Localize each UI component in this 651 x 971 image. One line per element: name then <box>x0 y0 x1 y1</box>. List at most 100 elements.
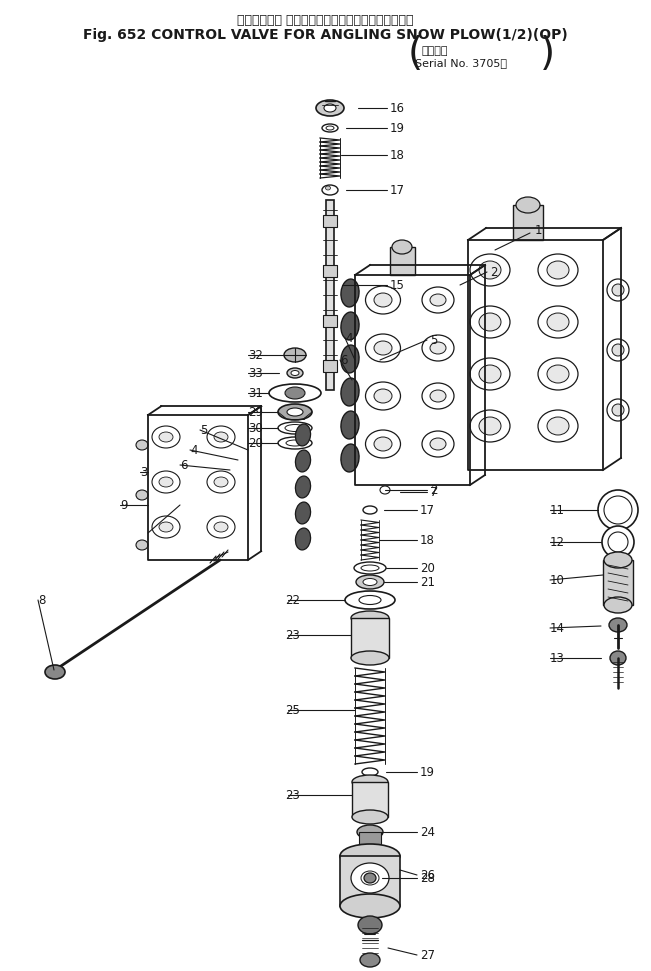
Text: 19: 19 <box>390 121 405 135</box>
Text: コントロール バルブ　アングリングスノウブラウ用: コントロール バルブ アングリングスノウブラウ用 <box>237 14 413 27</box>
Ellipse shape <box>326 186 331 190</box>
Ellipse shape <box>470 254 510 286</box>
Ellipse shape <box>287 408 303 416</box>
Ellipse shape <box>363 579 377 586</box>
Text: 19: 19 <box>420 765 435 779</box>
Text: 7: 7 <box>430 486 437 498</box>
Ellipse shape <box>612 404 624 416</box>
Ellipse shape <box>374 389 392 403</box>
Bar <box>352 782 388 817</box>
Text: 5: 5 <box>430 333 437 347</box>
Ellipse shape <box>380 486 390 494</box>
Ellipse shape <box>609 618 627 632</box>
Ellipse shape <box>422 335 454 361</box>
Ellipse shape <box>207 471 235 493</box>
Ellipse shape <box>136 440 148 450</box>
Ellipse shape <box>341 345 359 373</box>
Ellipse shape <box>284 348 306 362</box>
Ellipse shape <box>341 279 359 307</box>
Text: 11: 11 <box>550 504 565 517</box>
Ellipse shape <box>159 432 173 442</box>
Ellipse shape <box>352 810 388 824</box>
Ellipse shape <box>604 552 632 568</box>
Text: 1: 1 <box>535 223 542 237</box>
Ellipse shape <box>598 490 638 530</box>
Text: 26: 26 <box>420 868 435 882</box>
Ellipse shape <box>610 651 626 665</box>
Ellipse shape <box>341 411 359 439</box>
Text: 18: 18 <box>420 533 435 547</box>
Ellipse shape <box>291 371 299 376</box>
Text: 4: 4 <box>345 331 352 345</box>
Ellipse shape <box>286 440 304 446</box>
Ellipse shape <box>374 341 392 355</box>
Ellipse shape <box>287 368 303 378</box>
Text: 適用号機: 適用号機 <box>422 46 449 56</box>
Bar <box>351 618 389 658</box>
Text: 21: 21 <box>420 576 435 588</box>
Ellipse shape <box>214 522 228 532</box>
Bar <box>390 247 415 275</box>
Ellipse shape <box>354 562 386 574</box>
Text: 12: 12 <box>550 535 565 549</box>
Ellipse shape <box>152 471 180 493</box>
Ellipse shape <box>392 240 412 254</box>
Ellipse shape <box>422 383 454 409</box>
Text: 6: 6 <box>340 353 348 366</box>
Text: 20: 20 <box>248 437 263 450</box>
Ellipse shape <box>345 591 395 609</box>
Ellipse shape <box>316 100 344 116</box>
Ellipse shape <box>214 477 228 487</box>
Ellipse shape <box>341 378 359 406</box>
Text: 13: 13 <box>550 652 565 664</box>
Ellipse shape <box>363 506 377 514</box>
Bar <box>513 205 543 240</box>
Ellipse shape <box>602 526 634 558</box>
Ellipse shape <box>285 424 305 431</box>
Ellipse shape <box>479 365 501 383</box>
Ellipse shape <box>152 516 180 538</box>
Text: 33: 33 <box>248 366 263 380</box>
Bar <box>323 360 337 372</box>
Ellipse shape <box>278 422 312 434</box>
Text: 9: 9 <box>120 498 128 512</box>
Bar <box>323 265 337 277</box>
Ellipse shape <box>608 532 628 552</box>
Ellipse shape <box>159 477 173 487</box>
Ellipse shape <box>341 312 359 340</box>
Ellipse shape <box>359 595 381 605</box>
Ellipse shape <box>341 444 359 472</box>
Ellipse shape <box>479 417 501 435</box>
Ellipse shape <box>152 426 180 448</box>
Ellipse shape <box>607 399 629 421</box>
Text: 14: 14 <box>550 621 565 634</box>
Ellipse shape <box>360 953 380 967</box>
Ellipse shape <box>538 410 578 442</box>
Ellipse shape <box>607 279 629 301</box>
Text: 6: 6 <box>180 458 187 472</box>
Ellipse shape <box>422 287 454 313</box>
Text: 10: 10 <box>550 574 565 586</box>
Ellipse shape <box>357 825 383 839</box>
Ellipse shape <box>361 565 379 571</box>
Text: 31: 31 <box>248 386 263 399</box>
Text: 32: 32 <box>248 349 263 361</box>
Ellipse shape <box>324 104 336 112</box>
Ellipse shape <box>269 384 321 402</box>
Ellipse shape <box>296 502 311 524</box>
Ellipse shape <box>296 424 311 446</box>
Ellipse shape <box>207 516 235 538</box>
Ellipse shape <box>547 313 569 331</box>
Ellipse shape <box>358 916 382 934</box>
Bar <box>323 215 337 227</box>
Text: 29: 29 <box>248 406 263 419</box>
Ellipse shape <box>612 344 624 356</box>
Ellipse shape <box>612 284 624 296</box>
Ellipse shape <box>365 334 400 362</box>
Ellipse shape <box>136 540 148 550</box>
Text: 23: 23 <box>285 628 300 642</box>
Ellipse shape <box>538 358 578 390</box>
Ellipse shape <box>296 528 311 550</box>
Text: 15: 15 <box>390 279 405 291</box>
Ellipse shape <box>278 437 312 449</box>
